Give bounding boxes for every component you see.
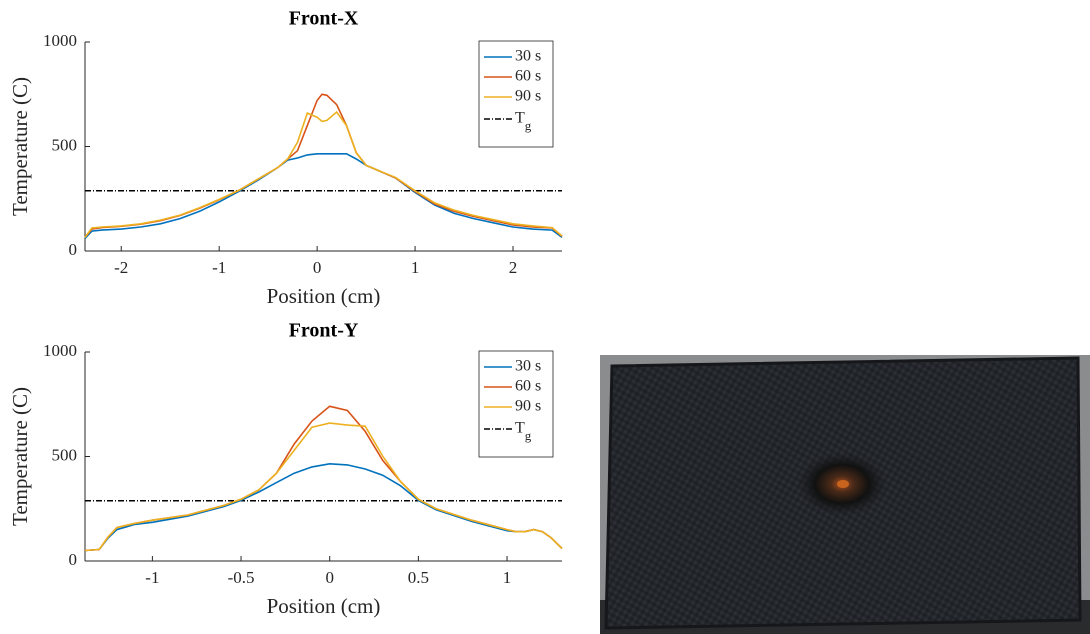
series-line	[84, 110, 563, 238]
x-tick-label: 2	[509, 258, 518, 277]
y-axis-label: Temperature (C)	[8, 77, 32, 216]
legend-label: 90 s	[515, 398, 541, 415]
y-tick-label: 500	[52, 445, 78, 464]
legend-box	[478, 350, 554, 458]
x-tick-label: -2	[114, 258, 128, 277]
y-tick-label: 1000	[43, 341, 77, 360]
x-tick-label: 0	[313, 258, 322, 277]
x-tick-label: 1	[411, 258, 420, 277]
legend-label: 30 s	[515, 48, 541, 65]
y-axis-label: Temperature (C)	[8, 387, 32, 526]
series-line	[84, 422, 563, 552]
series-line	[84, 462, 563, 552]
photo	[600, 355, 1090, 634]
y-tick-label: 500	[52, 135, 78, 154]
x-axis-label: Position (cm)	[267, 284, 381, 308]
x-tick-label: 1	[503, 568, 512, 587]
x-tick-label: -0.5	[228, 568, 255, 587]
y-tick-label: 0	[69, 550, 78, 569]
x-axis-label: Position (cm)	[267, 594, 381, 618]
y-tick-label: 0	[69, 240, 78, 259]
chart-title: Front-Y	[289, 320, 359, 342]
y-tick-label: 1000	[43, 31, 77, 50]
x-tick-label: -1	[145, 568, 159, 587]
chart-title: Front-X	[289, 8, 359, 30]
legend-label: 60 s	[515, 68, 541, 85]
legend-label: 90 s	[515, 88, 541, 105]
series-line	[84, 153, 563, 240]
x-tick-label: -1	[212, 258, 226, 277]
x-tick-label: 0	[325, 568, 334, 587]
legend-label: 30 s	[515, 358, 541, 375]
x-tick-label: 0.5	[408, 568, 429, 587]
legend-label: 60 s	[515, 378, 541, 395]
legend-box	[478, 40, 554, 148]
